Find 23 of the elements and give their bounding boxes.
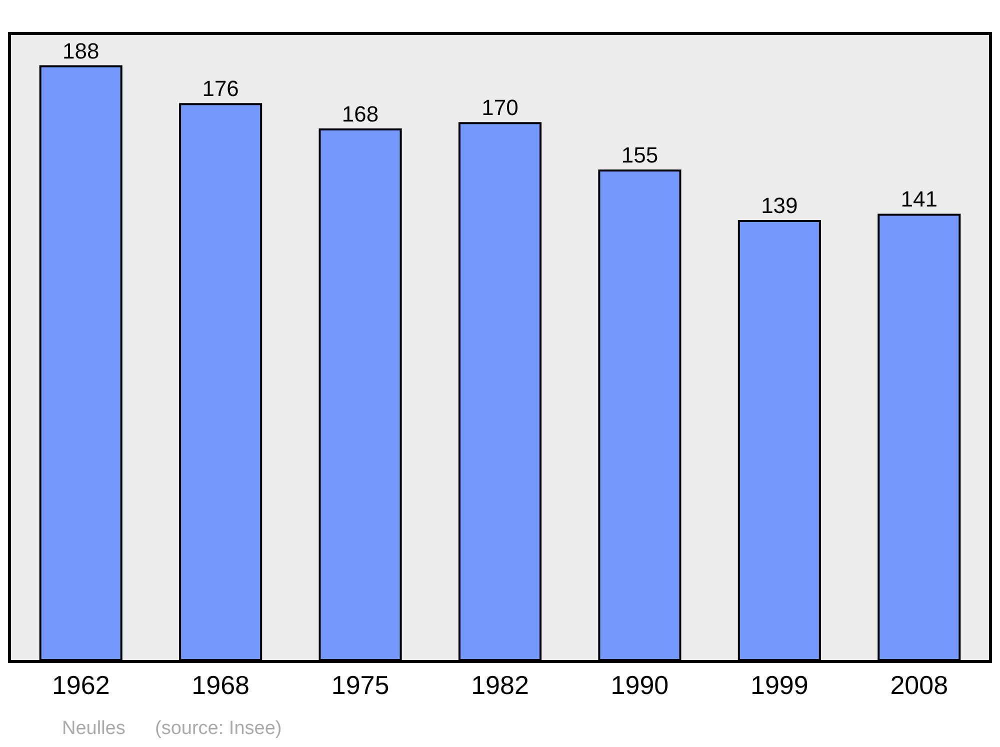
x-tick-label: 2008 (890, 670, 948, 700)
bar (598, 169, 682, 660)
data-label: 139 (761, 193, 798, 218)
data-label: 141 (900, 186, 938, 212)
bar (39, 65, 122, 660)
data-label: 176 (202, 76, 239, 102)
text: (source: Insee) (155, 718, 282, 739)
bar (738, 220, 821, 660)
data-label: 168 (342, 101, 379, 126)
x-tick-label: 1982 (471, 670, 529, 700)
x-tick-label: 1968 (192, 670, 250, 700)
data-label: 170 (482, 95, 518, 120)
x-tick-label: 1962 (52, 670, 110, 700)
bar (458, 122, 542, 660)
data-label: 155 (621, 142, 658, 168)
bar (878, 214, 961, 660)
bar (179, 103, 262, 660)
data-label: 188 (62, 38, 100, 64)
bar (318, 128, 402, 660)
text: Neulles (62, 718, 126, 739)
x-tick-label: 1990 (610, 670, 669, 700)
x-tick-label: 1975 (331, 670, 390, 700)
x-tick-label: 1999 (750, 670, 808, 700)
